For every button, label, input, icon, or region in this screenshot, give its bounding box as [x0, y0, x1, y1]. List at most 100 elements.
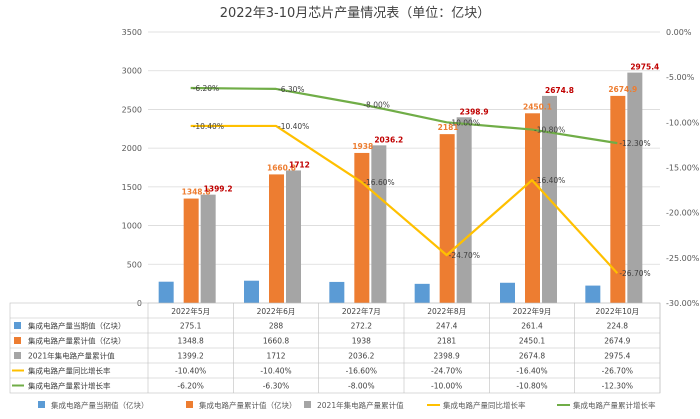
table-cell: 1348.8: [178, 337, 204, 346]
line-data-label: -16.40%: [534, 176, 565, 185]
table-cell: 1660.8: [263, 337, 289, 346]
bar-data-label: 1399.2: [204, 185, 233, 194]
left-axis-tick-label: 500: [127, 260, 142, 269]
bars: [158, 72, 643, 304]
line-data-label: -6.30%: [278, 85, 305, 94]
bar: [414, 283, 430, 303]
category-label: 2022年9月: [513, 306, 552, 316]
left-axis-tick-label: 2000: [122, 144, 142, 153]
table-row-label: 集成电路产量累计值（亿块）: [28, 336, 126, 346]
bar-data-label: 2036.2: [374, 135, 403, 144]
table-row-label: 集成电路产量当期值（亿块）: [28, 321, 126, 331]
bar: [244, 280, 259, 303]
line-data-label: -12.30%: [619, 139, 650, 148]
right-axis-tick-label: -30.00%: [666, 299, 700, 308]
table-cell: -10.00%: [431, 382, 462, 391]
table-cell: 2036.2: [348, 352, 374, 361]
bar: [525, 113, 540, 303]
bar: [456, 117, 472, 304]
category-label: 2022年10月: [596, 306, 640, 316]
table-cell: 1399.2: [178, 352, 204, 361]
left-axis-tick-label: 3500: [122, 28, 142, 37]
table-cell: -10.40%: [260, 367, 291, 376]
table-legend-key: [14, 322, 21, 329]
category-label: 2022年8月: [427, 306, 466, 316]
table-legend-key: [14, 337, 21, 344]
bar-data-label: 2674.9: [608, 85, 637, 94]
bar: [627, 72, 643, 304]
bar: [585, 285, 601, 303]
bar-data-label: 1348.8: [182, 188, 211, 197]
bar-data-label: 2398.9: [460, 107, 489, 116]
bar: [158, 281, 174, 303]
table-cell: 272.2: [351, 322, 373, 331]
line-data-label: -10.80%: [534, 126, 565, 135]
line-data-label: -8.00%: [363, 100, 390, 109]
right-axis-tick-label: -25.00%: [666, 254, 700, 263]
table-cell: -8.00%: [348, 382, 375, 391]
legend-key: [38, 401, 45, 408]
legend-key: [304, 401, 311, 408]
gridlines: [148, 31, 660, 304]
table-cell: -6.30%: [263, 382, 290, 391]
bar: [500, 282, 515, 303]
right-axis-tick-label: -15.00%: [666, 164, 700, 173]
bar: [439, 134, 455, 303]
table-cell: 2674.9: [604, 337, 630, 346]
left-axis-tick-label: 1000: [122, 222, 142, 231]
table-cell: 2975.4: [604, 352, 630, 361]
table-cell: 261.4: [521, 322, 543, 331]
line-data-label: -24.70%: [449, 251, 480, 260]
table-cell: -16.60%: [346, 367, 377, 376]
line-data-label: -10.00%: [449, 118, 480, 127]
bar: [200, 194, 216, 303]
table-cell: 288: [269, 322, 284, 331]
data-table: 2022年5月 2022年6月 2022年7月 2022年8月 2022年9月 2022年…: [9, 302, 661, 394]
bar-data-label: 2450.1: [523, 102, 552, 111]
table-legend-key: [14, 352, 21, 359]
left-axis-tick-label: 3000: [122, 67, 142, 76]
table-cell: -10.80%: [516, 382, 547, 391]
line-data-label: -6.20%: [193, 84, 220, 93]
bar: [329, 281, 345, 303]
series-line: [190, 124, 619, 274]
category-label: 2022年5月: [171, 306, 210, 316]
bar: [371, 145, 387, 303]
table-cell: 247.4: [436, 322, 458, 331]
legend-label: 集成电路产量累计增长率: [573, 400, 656, 410]
table-cell: 2398.9: [434, 352, 460, 361]
legend-label: 集成电路产量同比增长率: [443, 400, 526, 410]
legend: 集成电路产量当期值（亿块） 集成电路产量累计值（亿块） 2021年集电路产量累计值 集…: [38, 400, 656, 410]
line-data-label: -10.40%: [278, 122, 309, 131]
table-cell: 1712: [266, 352, 285, 361]
bar-data-label: 2674.8: [545, 86, 574, 95]
bar-data-label: 2181: [438, 123, 459, 132]
table-row-label: 集成电路产量同比增长率: [28, 366, 111, 376]
line-data-label: -26.70%: [619, 269, 650, 278]
table-cell: -26.70%: [602, 367, 633, 376]
bar-data-label: 1712: [289, 160, 310, 169]
legend-label: 集成电路产量累计值（亿块）: [199, 400, 297, 410]
category-label: 2022年7月: [342, 306, 381, 316]
chart-title: 2022年3-10月芯片产量情况表（单位：亿块）: [220, 6, 491, 21]
series-line: [190, 86, 618, 145]
lines: [190, 86, 619, 274]
table-cell: -24.70%: [431, 367, 462, 376]
category-label: 2022年6月: [257, 306, 296, 316]
left-axis: 0 500 1000 1500 2000 2500 3000 3500: [122, 28, 142, 308]
bar-data-label: 1938: [352, 142, 373, 151]
table-cell: 2674.8: [519, 352, 545, 361]
line-data-label: -10.40%: [193, 122, 224, 131]
legend-label: 2021年集电路产量累计值: [317, 400, 404, 410]
left-axis-tick-label: 1500: [122, 183, 142, 192]
table-row-label: 2021年集电路产量累计值: [28, 351, 115, 361]
right-axis-tick-label: -20.00%: [666, 209, 700, 218]
table-cell: -12.30%: [602, 382, 633, 391]
left-axis-tick-label: 0: [137, 299, 142, 308]
legend-label: 集成电路产量当期值（亿块）: [51, 400, 149, 410]
right-axis: 0.00% -5.00% -10.00% -15.00% -20.00% -25.00% -…: [666, 28, 700, 308]
table-cell: 275.1: [180, 322, 202, 331]
right-axis-tick-label: -10.00%: [666, 118, 700, 127]
bar-data-label: 2975.4: [630, 63, 659, 72]
